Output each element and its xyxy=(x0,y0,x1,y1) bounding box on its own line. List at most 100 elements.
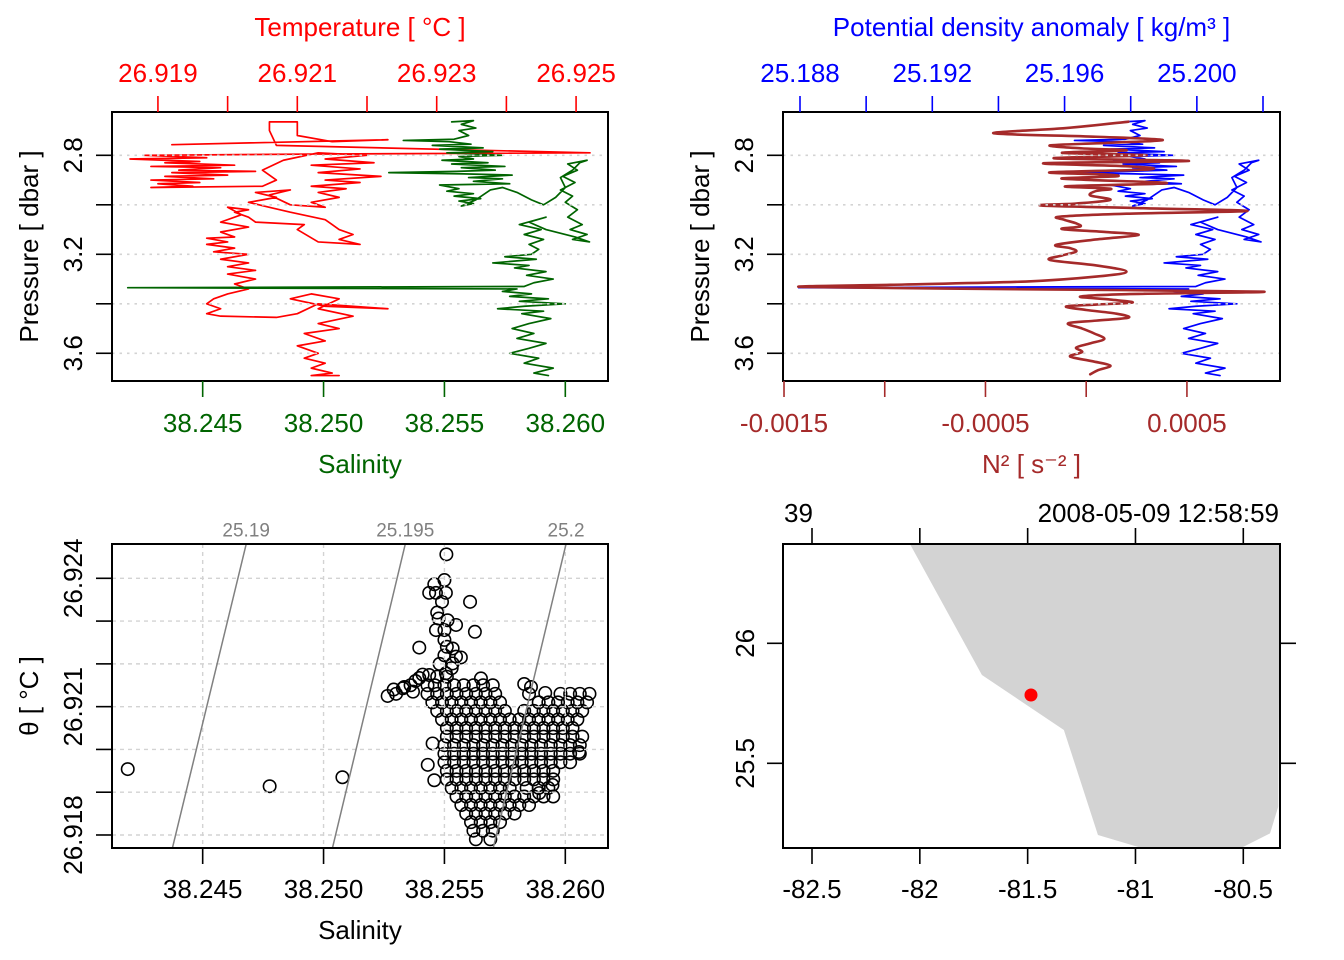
ts-point xyxy=(546,763,561,778)
ts-point xyxy=(497,806,512,821)
ts-point xyxy=(464,712,479,727)
ts-point xyxy=(485,678,500,693)
ts-point xyxy=(478,772,493,787)
n2-tick-label: 0.0005 xyxy=(1147,408,1227,438)
ts-point xyxy=(454,798,469,813)
ts-point xyxy=(488,729,503,744)
plot-frame xyxy=(111,111,609,382)
ts-point xyxy=(435,712,450,727)
latitude-tick-label: 25.5 xyxy=(730,738,760,789)
n2-profile-line xyxy=(797,120,1266,376)
pressure-tick-label: 2.8 xyxy=(729,137,759,173)
ts-point xyxy=(420,678,435,693)
ts-point xyxy=(466,755,481,770)
isopycnal-line xyxy=(492,544,567,848)
theta-tick-label: 26.921 xyxy=(58,667,88,747)
ts-point xyxy=(478,789,493,804)
ts-point xyxy=(449,763,464,778)
ts-point xyxy=(553,738,568,753)
station-marker xyxy=(1024,688,1038,702)
ts-point xyxy=(546,729,561,744)
ts-point xyxy=(512,712,527,727)
ts-point xyxy=(439,686,454,701)
sigma-theta-axis-title: Potential density anomaly [ kg/m³ ] xyxy=(833,12,1230,42)
sigma-theta-tick-label: 25.200 xyxy=(1157,58,1237,88)
ts-point xyxy=(430,703,445,718)
pressure-axis-title: Pressure [ dbar ] xyxy=(685,150,715,342)
ts-point xyxy=(563,686,578,701)
ts-point xyxy=(478,806,493,821)
ts-point xyxy=(488,763,503,778)
ts-point xyxy=(507,763,522,778)
ts-point xyxy=(555,703,570,718)
ts-point xyxy=(437,623,452,638)
ts-point xyxy=(534,738,549,753)
ts-point xyxy=(522,798,537,813)
ts-point xyxy=(476,823,491,838)
longitude-tick-label: -81.5 xyxy=(998,874,1057,904)
ts-point xyxy=(466,738,481,753)
ts-point xyxy=(425,695,440,710)
ts-point xyxy=(517,763,532,778)
ts-point xyxy=(262,779,277,794)
ts-point xyxy=(447,746,462,761)
salinity-tick-label: 38.255 xyxy=(405,874,485,904)
ts-point xyxy=(459,763,474,778)
ts-point xyxy=(526,703,541,718)
ts-point xyxy=(467,624,482,639)
ts-point xyxy=(412,670,427,685)
ts-point xyxy=(439,669,454,684)
ts-point xyxy=(497,772,512,787)
ts-point xyxy=(444,695,459,710)
salinity-tick-label: 38.260 xyxy=(526,874,606,904)
longitude-tick-label: -80.5 xyxy=(1214,874,1273,904)
ts-point xyxy=(483,815,498,830)
ts-point xyxy=(534,755,549,770)
ts-point xyxy=(420,686,435,701)
ts-point xyxy=(439,547,454,562)
ts-point xyxy=(560,695,575,710)
ts-point xyxy=(536,763,551,778)
ts-point xyxy=(493,798,508,813)
ts-point xyxy=(427,678,442,693)
ts-point xyxy=(468,703,483,718)
ts-point xyxy=(543,746,558,761)
ts-point xyxy=(526,772,541,787)
ts-point xyxy=(483,798,498,813)
theta-tick-label: 26.918 xyxy=(58,795,88,875)
plot-region xyxy=(112,119,608,377)
ts-point xyxy=(449,617,464,632)
sigma-theta-tick-label: 25.188 xyxy=(760,58,840,88)
ts-point xyxy=(478,703,493,718)
ts-point xyxy=(440,613,455,628)
salinity-tick-label: 38.250 xyxy=(284,408,364,438)
latitude-tick-label: 26 xyxy=(730,629,760,658)
n2-tick-label: -0.0015 xyxy=(740,408,828,438)
ts-point xyxy=(439,721,454,736)
ts-point xyxy=(459,806,474,821)
ts-point xyxy=(447,678,462,693)
ts-point xyxy=(495,746,510,761)
ts-point xyxy=(493,815,508,830)
ts-point xyxy=(522,712,537,727)
ts-point xyxy=(495,738,510,753)
ts-point xyxy=(546,703,561,718)
panel-station-map: -82.5 -82 -81.5 -81 -80.5 25.5 26 39 2008-05-09 … xyxy=(730,498,1296,904)
ts-point xyxy=(466,746,481,761)
ts-point xyxy=(485,738,500,753)
ts-point xyxy=(488,703,503,718)
isopycnal-label: 25.2 xyxy=(548,521,585,542)
ts-point xyxy=(546,721,561,736)
isopycnal-label: 25.195 xyxy=(376,521,434,542)
plot-region xyxy=(112,544,608,848)
ts-point xyxy=(456,755,471,770)
ts-point xyxy=(524,755,539,770)
ts-point xyxy=(488,789,503,804)
ts-point xyxy=(551,695,566,710)
ts-point xyxy=(538,685,553,700)
ts-point xyxy=(502,712,517,727)
ts-point xyxy=(405,684,420,699)
ts-point xyxy=(464,780,479,795)
salinity-tick-label: 38.245 xyxy=(163,408,243,438)
